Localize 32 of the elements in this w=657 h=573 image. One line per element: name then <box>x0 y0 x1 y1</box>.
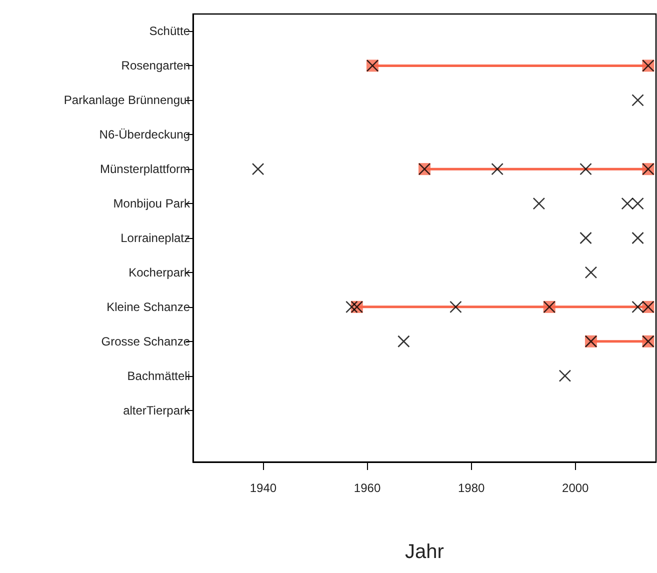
y-tick-label: alterTierpark <box>123 403 191 418</box>
point <box>632 197 644 210</box>
y-tick-label: Schütte <box>149 24 190 38</box>
y-tick-label: Parkanlage Brünnengut <box>64 93 191 108</box>
y-tick-label: Münsterplattform <box>100 162 190 176</box>
y-tick-label: Monbijou Park <box>113 196 191 211</box>
point <box>632 300 644 314</box>
point <box>346 300 358 314</box>
point <box>621 197 634 210</box>
point <box>450 300 462 314</box>
x-axis-title: Jahr <box>405 541 444 563</box>
x-tick-label: 1960 <box>354 481 381 495</box>
y-tick-label: Rosengarten <box>121 58 190 73</box>
point <box>252 162 264 176</box>
point <box>398 335 410 348</box>
y-tick-label: Kleine Schanze <box>106 300 190 314</box>
y-tick-label: Bachmätteli <box>127 368 190 383</box>
point <box>584 266 598 279</box>
y-tick-label: N6-Überdeckung <box>99 128 190 142</box>
point <box>580 162 592 176</box>
x-tick-label: 1980 <box>458 481 485 495</box>
point <box>580 232 592 244</box>
y-tick-label: Lorraineplatz <box>120 231 190 245</box>
y-tick-label: Kocherpark <box>128 265 191 280</box>
x-tick-label: 1940 <box>250 481 277 495</box>
y-tick-label: Grosse Schanze <box>101 334 190 348</box>
x-tick-label: 2000 <box>562 481 590 495</box>
point <box>491 162 504 176</box>
point <box>632 232 644 244</box>
point <box>532 197 546 210</box>
point <box>632 94 644 106</box>
point <box>558 370 572 382</box>
